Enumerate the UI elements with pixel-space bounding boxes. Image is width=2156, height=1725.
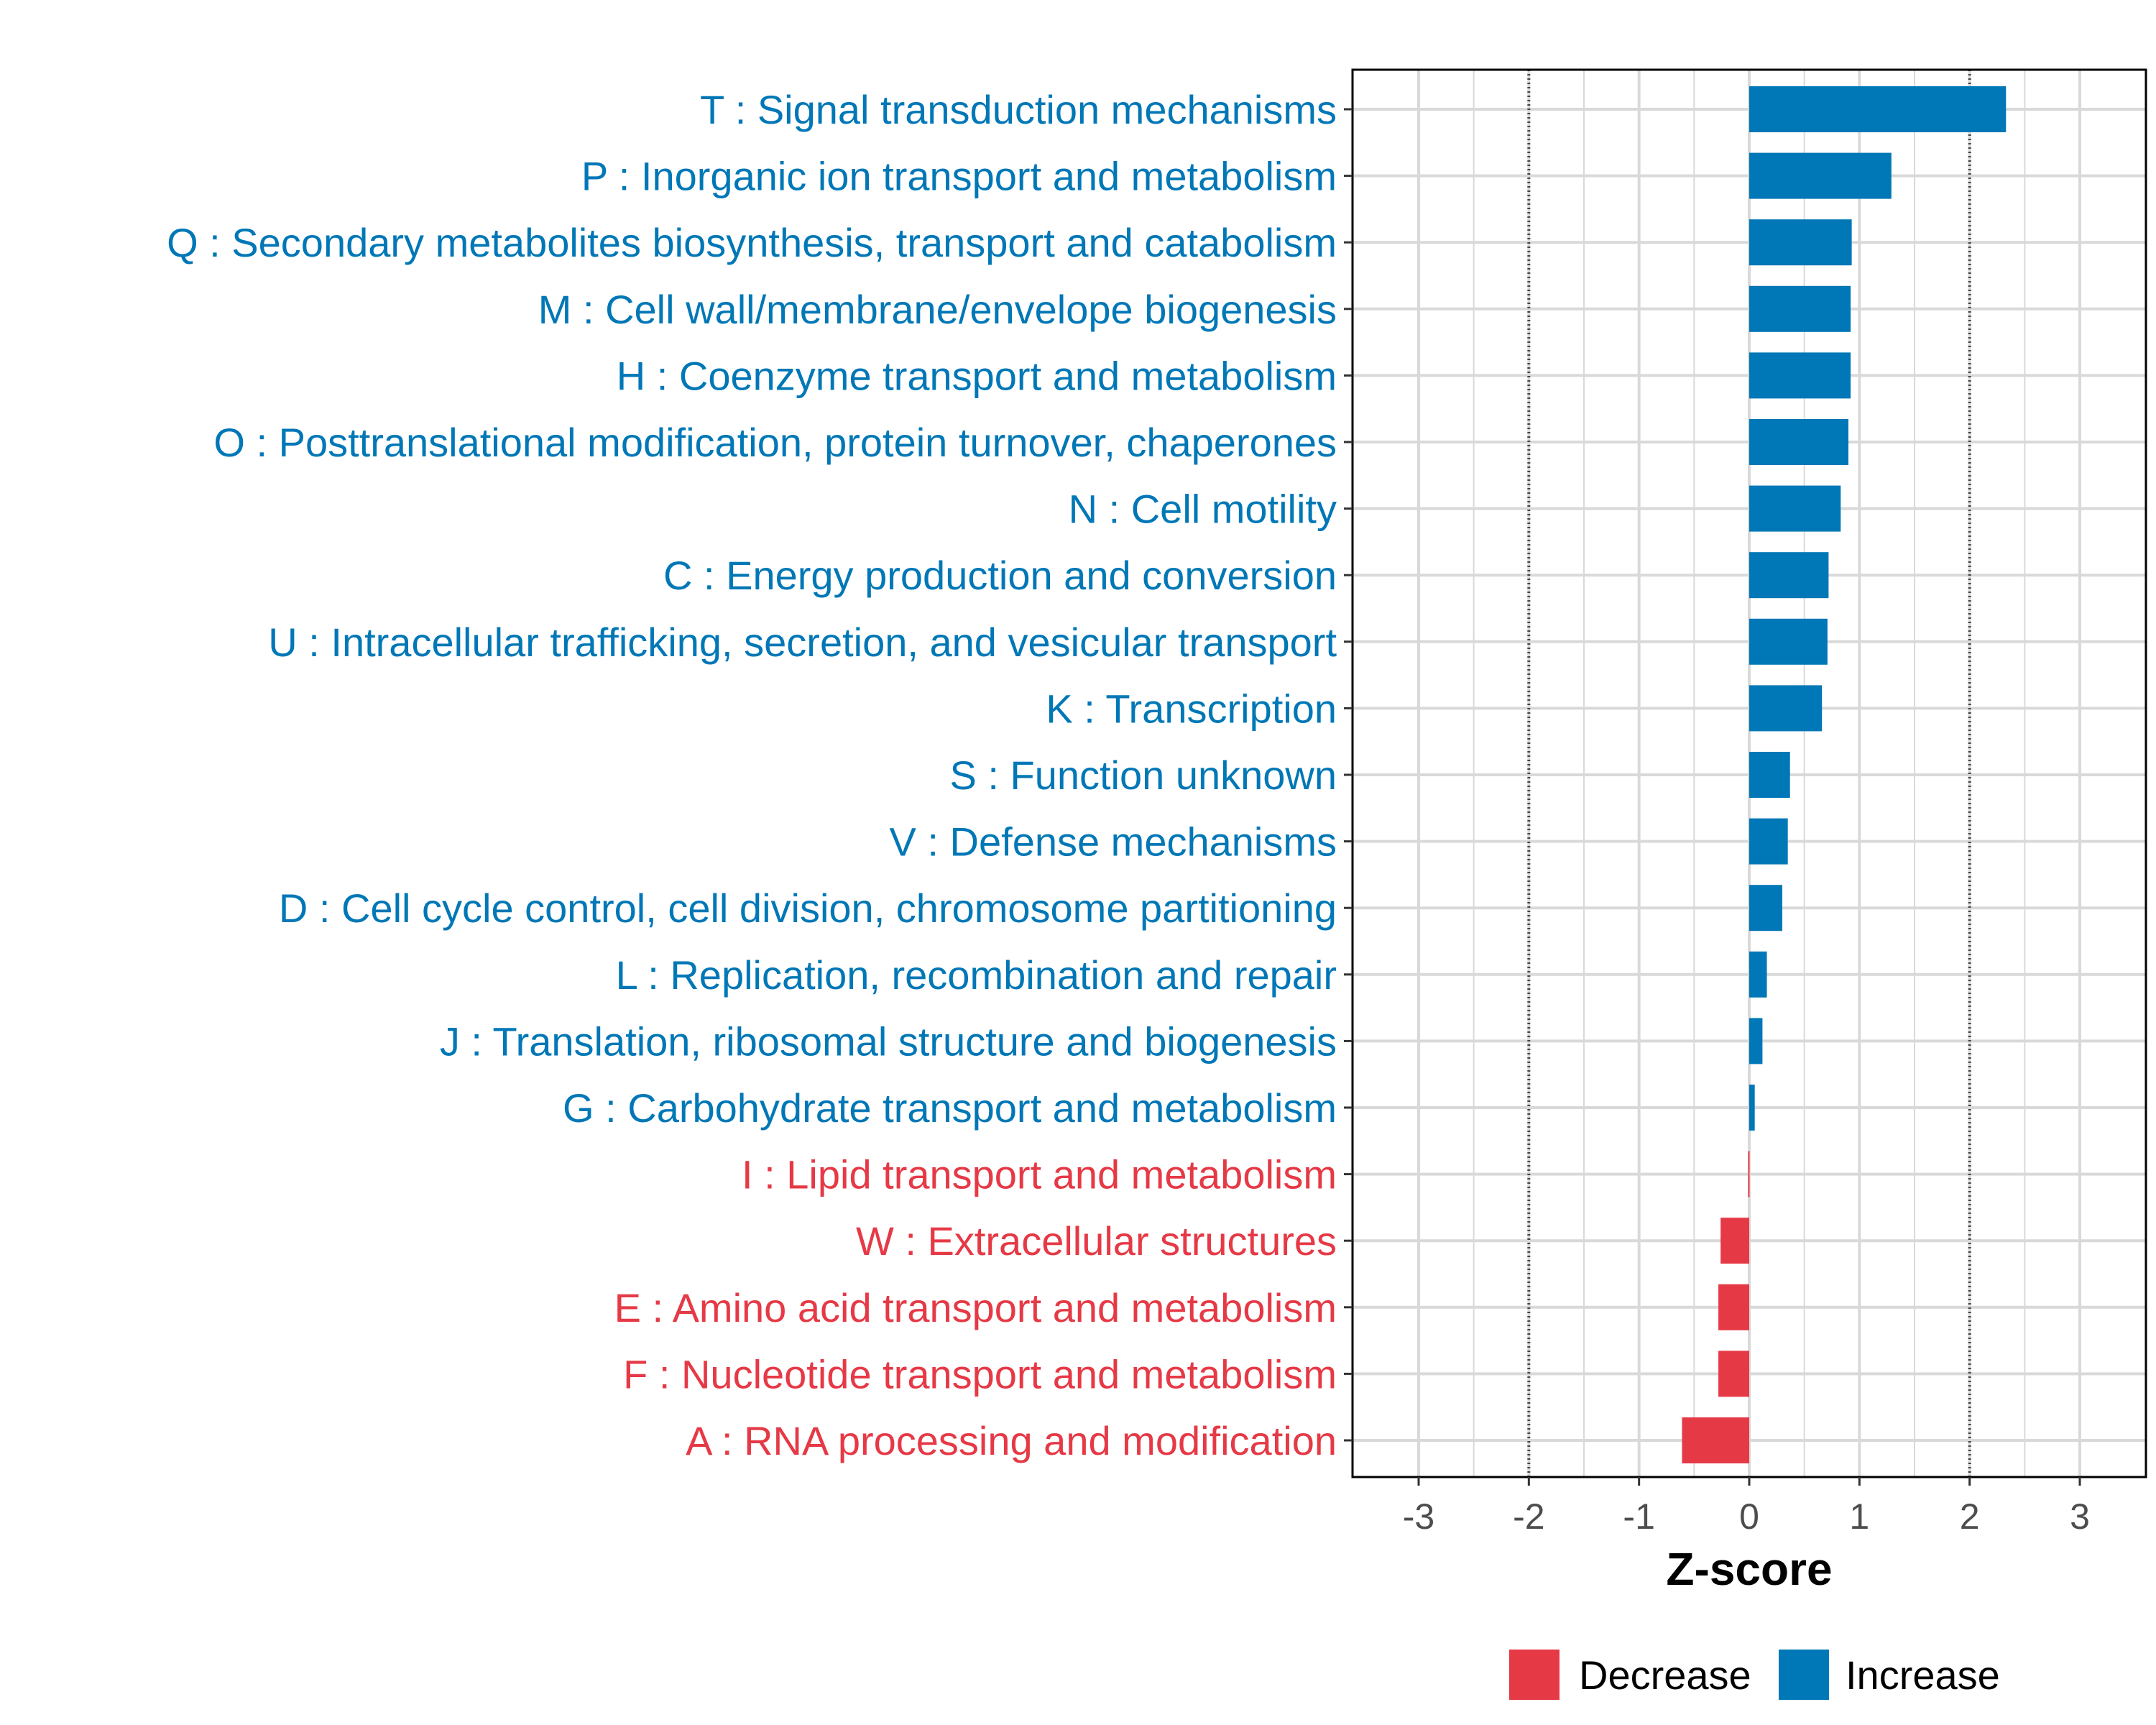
x-axis: -3 -2 -1 0 1 2 3 [1403, 1477, 2090, 1537]
legend: Decrease Increase [1509, 1650, 2000, 1700]
y-tick-label: V : Defense mechanisms [890, 819, 1337, 865]
x-tick-label: 3 [2070, 1496, 2090, 1537]
y-tick-label: N : Cell motility [1069, 487, 1337, 532]
y-tick-label: O : Posttranslational modification, prot… [213, 420, 1337, 465]
bar [1748, 1151, 1750, 1197]
bar [1720, 1218, 1749, 1264]
bar [1749, 1018, 1763, 1064]
y-tick-label: Q : Secondary metabolites biosynthesis, … [167, 220, 1337, 265]
bar [1749, 485, 1841, 532]
x-tick-label: -2 [1513, 1496, 1544, 1537]
bar [1682, 1417, 1749, 1463]
x-tick-label: 2 [1960, 1496, 1980, 1537]
bars [1682, 86, 2007, 1463]
bar [1749, 951, 1767, 998]
legend-label: Increase [1846, 1652, 2000, 1698]
x-tick-label: -3 [1403, 1496, 1434, 1537]
bar [1749, 552, 1829, 599]
y-tick-label: U : Intracellular trafficking, secretion… [268, 620, 1337, 665]
legend-key [1779, 1650, 1829, 1700]
reference-lines [1527, 70, 1971, 1477]
y-tick-label: H : Coenzyme transport and metabolism [617, 353, 1337, 398]
bar [1749, 219, 1852, 266]
bar [1749, 685, 1823, 732]
y-tick-label: T : Signal transduction mechanisms [700, 87, 1337, 132]
bar [1749, 885, 1782, 932]
x-tick-label: 0 [1739, 1496, 1759, 1537]
bar [1749, 419, 1848, 465]
y-tick-label: F : Nucleotide transport and metabolism [623, 1351, 1337, 1397]
bar [1749, 352, 1851, 399]
x-axis-title: Z-score [1666, 1543, 1832, 1595]
y-tick-label: G : Carbohydrate transport and metabolis… [563, 1085, 1337, 1131]
bar [1749, 618, 1828, 665]
bar [1718, 1284, 1749, 1330]
bar [1749, 752, 1790, 798]
y-tick-label: S : Function unknown [949, 753, 1337, 798]
bar [1749, 818, 1788, 865]
bar [1749, 86, 2007, 132]
y-axis: T : Signal transduction mechanisms P : In… [167, 87, 1353, 1463]
bar [1749, 285, 1851, 332]
x-tick-label: -1 [1623, 1496, 1654, 1537]
x-tick-label: 1 [1849, 1496, 1869, 1537]
y-tick-label: L : Replication, recombination and repai… [616, 952, 1337, 998]
bar [1718, 1351, 1749, 1397]
y-tick-label: E : Amino acid transport and metabolism [614, 1285, 1337, 1330]
y-tick-label: J : Translation, ribosomal structure and… [440, 1018, 1337, 1064]
y-tick-label: C : Energy production and conversion [663, 553, 1337, 598]
bar [1749, 152, 1892, 199]
y-tick-label: P : Inorganic ion transport and metaboli… [581, 154, 1337, 199]
legend-label: Decrease [1579, 1652, 1751, 1698]
y-tick-label: D : Cell cycle control, cell division, c… [279, 886, 1337, 931]
y-tick-label: M : Cell wall/membrane/envelope biogenes… [538, 287, 1337, 332]
y-tick-label: I : Lipid transport and metabolism [742, 1152, 1337, 1197]
y-tick-label: A : RNA processing and modification [686, 1418, 1337, 1463]
y-tick-label: K : Transcription [1046, 686, 1337, 731]
y-tick-label: W : Extracellular structures [856, 1218, 1337, 1264]
legend-key [1509, 1650, 1560, 1700]
bar [1749, 1085, 1755, 1131]
